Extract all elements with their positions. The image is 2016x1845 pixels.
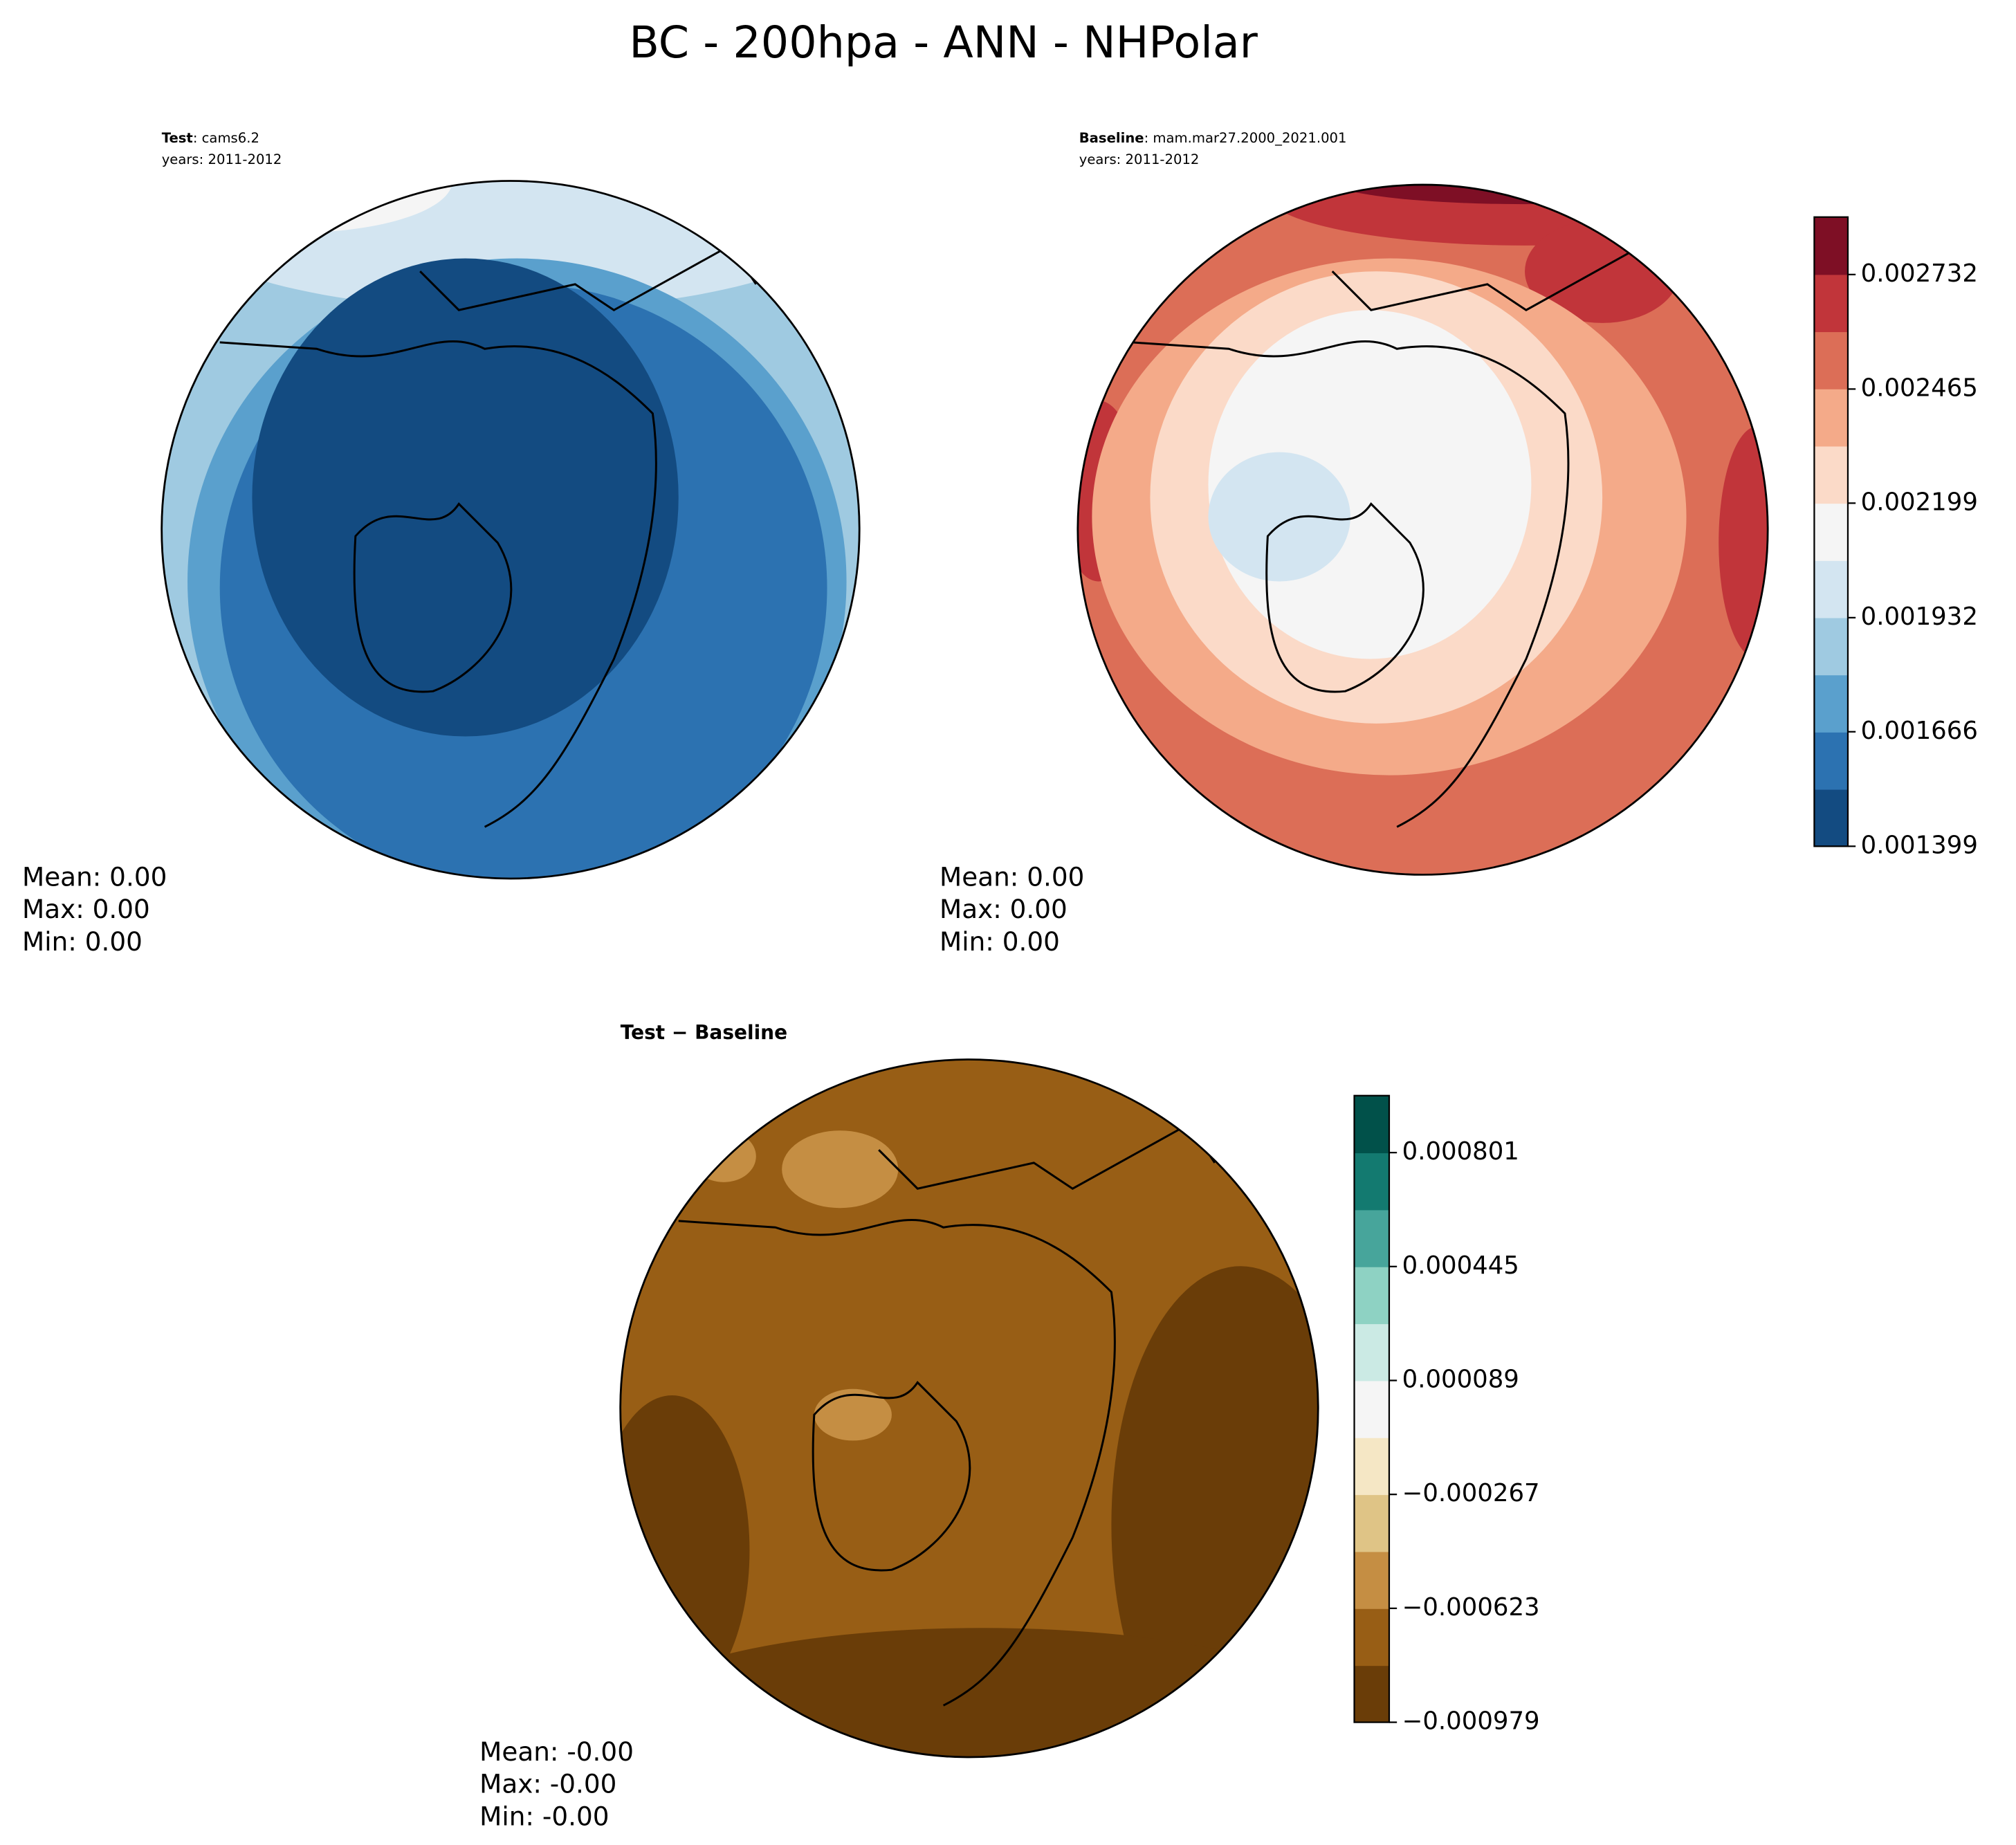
panel-years: years: 2011-2012 bbox=[162, 152, 282, 167]
colorbar-band bbox=[1354, 1608, 1389, 1667]
panel-label: Baseline: mam.mar27.2000_2021.001 bbox=[1079, 129, 1347, 145]
colorbar-tick-label: 0.001399 bbox=[1861, 831, 1978, 859]
colorbar-band bbox=[1354, 1209, 1389, 1267]
figure-title: BC - 200hpa - ANN - NHPolar bbox=[629, 17, 1258, 68]
colorbar-band bbox=[1814, 617, 1848, 676]
coastline bbox=[678, 1219, 1116, 1707]
stat: Mean: 0.00 bbox=[22, 862, 167, 892]
stat: Min: -0.00 bbox=[479, 1801, 609, 1831]
stat: Max: 0.00 bbox=[22, 894, 150, 924]
coastline bbox=[353, 502, 513, 693]
map-boundary bbox=[161, 180, 861, 880]
coastline bbox=[812, 1381, 971, 1572]
colorbar-tick-label: −0.000623 bbox=[1402, 1593, 1540, 1622]
map-field bbox=[1077, 185, 1768, 875]
colorbar-tick-label: 0.000089 bbox=[1402, 1365, 1519, 1393]
colorbar-tick-label: 0.002199 bbox=[1861, 488, 1978, 516]
panel-years: years: 2011-2012 bbox=[1079, 152, 1200, 167]
colorbar-band bbox=[1814, 503, 1848, 561]
colorbar-band bbox=[1354, 1266, 1389, 1325]
colorbar-band bbox=[1354, 1323, 1389, 1382]
colorbar-tick-label: 0.001932 bbox=[1861, 603, 1978, 631]
colorbar-frame bbox=[1813, 216, 1849, 847]
colorbar-tick-label: −0.000979 bbox=[1402, 1707, 1540, 1736]
panel-label: Test: cams6.2 bbox=[162, 129, 259, 145]
contour-region bbox=[691, 1130, 756, 1182]
colorbar-band bbox=[1814, 674, 1848, 733]
colorbar-tick-label: 0.001666 bbox=[1861, 717, 1978, 745]
stat: Mean: -0.00 bbox=[479, 1736, 634, 1767]
colorbar-band bbox=[1354, 1551, 1389, 1609]
contour-region bbox=[1719, 426, 1768, 659]
coastline bbox=[1132, 340, 1570, 828]
colorbar-band bbox=[1354, 1095, 1389, 1154]
contour-region bbox=[1330, 185, 1719, 205]
colorbar-band bbox=[1814, 274, 1848, 333]
colorbar-band bbox=[1354, 1153, 1389, 1211]
colorbar-tick-label: 0.000801 bbox=[1402, 1137, 1519, 1166]
contour-region bbox=[814, 1388, 892, 1441]
stat: Min: 0.00 bbox=[940, 926, 1060, 957]
colorbar-tick-label: 0.000445 bbox=[1402, 1251, 1519, 1280]
colorbar-band bbox=[1814, 331, 1848, 389]
contour-region bbox=[252, 258, 679, 737]
colorbar-band bbox=[1814, 446, 1848, 504]
panel-name: Baseline bbox=[1079, 129, 1144, 145]
coastline bbox=[1265, 502, 1424, 693]
map-field bbox=[161, 181, 860, 879]
colorbar-band bbox=[1814, 217, 1848, 275]
contour-region bbox=[1208, 452, 1350, 582]
maps bbox=[161, 180, 1769, 1759]
map-boundary bbox=[1076, 183, 1769, 876]
colorbar-band bbox=[1814, 560, 1848, 618]
colorbar-band bbox=[1354, 1494, 1389, 1552]
coastline bbox=[219, 340, 657, 828]
contour-region bbox=[620, 1628, 1319, 1757]
contour-region bbox=[782, 1130, 899, 1209]
colorbar-band bbox=[1814, 731, 1848, 790]
panel-case: : cams6.2 bbox=[193, 129, 259, 145]
colorbar-band bbox=[1814, 388, 1848, 447]
panel-name: Test − Baseline bbox=[621, 1021, 787, 1044]
map-field bbox=[620, 1059, 1319, 1757]
colorbar-frame bbox=[1353, 1094, 1391, 1723]
panel-name: Test bbox=[162, 129, 193, 145]
colorbar-band bbox=[1814, 789, 1848, 847]
panel-case: : mam.mar27.2000_2021.001 bbox=[1144, 129, 1347, 145]
colorbar-band bbox=[1354, 1665, 1389, 1723]
contour-region bbox=[174, 181, 847, 311]
colorbar-tick-label: −0.000267 bbox=[1402, 1479, 1540, 1507]
stat: Max: 0.00 bbox=[940, 894, 1067, 924]
stat: Min: 0.00 bbox=[22, 926, 143, 957]
colorbar-tick-label: 0.002465 bbox=[1861, 374, 1978, 402]
stat: Max: -0.00 bbox=[479, 1769, 616, 1799]
colorbar-band bbox=[1354, 1437, 1389, 1496]
stat: Mean: 0.00 bbox=[940, 862, 1084, 892]
map-boundary bbox=[619, 1058, 1319, 1759]
colorbar-band bbox=[1354, 1380, 1389, 1438]
colorbar-tick-label: 0.002732 bbox=[1861, 259, 1978, 288]
